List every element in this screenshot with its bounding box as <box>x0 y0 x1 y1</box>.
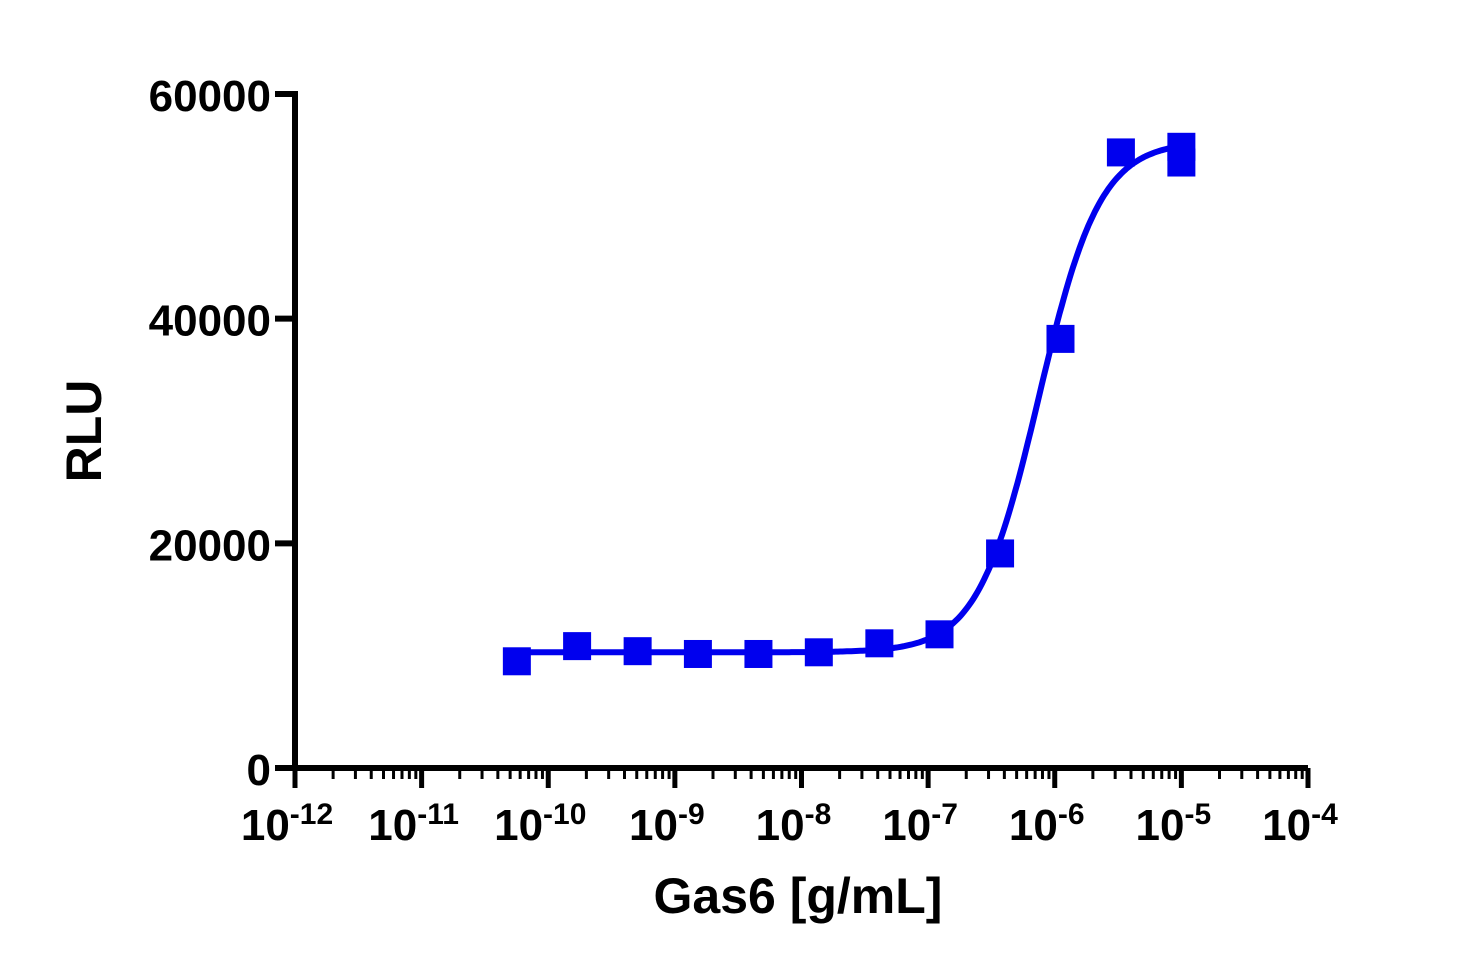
data-point <box>865 629 894 658</box>
y-tick-label: 20000 <box>149 521 271 570</box>
axes: 0 20000 40000 60000 10-12 10-11 10-10 10-9 10-8 1… <box>149 72 1338 850</box>
x-tick-label: 10-7 <box>882 798 958 850</box>
data-point <box>563 632 592 661</box>
data-points <box>502 132 1196 676</box>
x-tick-label: 10-4 <box>1262 798 1338 850</box>
y-tick-label: 60000 <box>149 72 271 121</box>
data-point <box>623 637 652 666</box>
data-point <box>986 539 1015 568</box>
x-axis-label: Gas6 [g/mL] <box>654 868 943 924</box>
x-tick-label: 10-8 <box>756 798 832 850</box>
data-point <box>1046 324 1075 353</box>
data-point <box>1167 148 1196 177</box>
x-tick-label: 10-5 <box>1136 798 1212 850</box>
x-tick-label: 10-10 <box>494 798 586 850</box>
data-point <box>1106 138 1135 167</box>
y-tick-label: 0 <box>247 746 271 795</box>
y-tick-label: 40000 <box>149 297 271 346</box>
data-point <box>804 638 833 667</box>
data-point <box>925 620 954 649</box>
y-axis-label: RLU <box>56 380 112 483</box>
data-point <box>683 639 712 668</box>
data-point <box>744 639 773 668</box>
data-point <box>502 647 531 676</box>
x-tick-label: 10-11 <box>368 798 459 850</box>
x-tick-label: 10-12 <box>241 798 333 850</box>
fit-curve <box>516 143 1182 656</box>
x-tick-label: 10-9 <box>629 798 705 850</box>
x-tick-label: 10-6 <box>1009 798 1085 850</box>
